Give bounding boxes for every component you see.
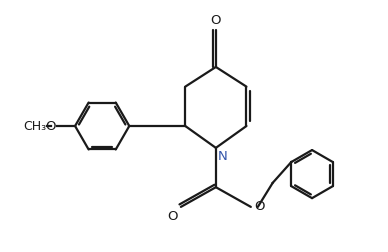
Text: O: O — [211, 14, 221, 27]
Text: O: O — [254, 200, 264, 213]
Text: CH₃: CH₃ — [24, 119, 47, 133]
Text: O: O — [167, 210, 178, 223]
Text: N: N — [218, 150, 227, 163]
Text: O: O — [45, 119, 55, 133]
